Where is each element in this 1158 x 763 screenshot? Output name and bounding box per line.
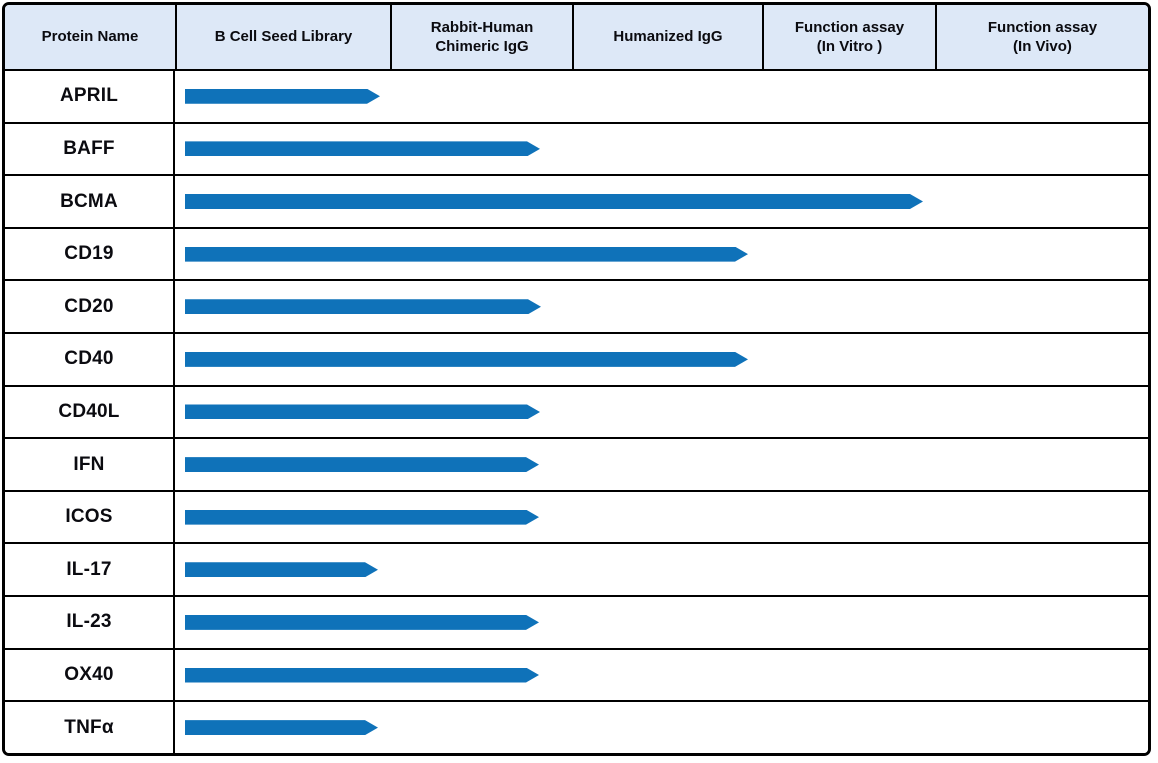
column-header-function-assay-in-vivo: Function assay (In Vivo) bbox=[935, 5, 1148, 69]
progress-arrow-bar bbox=[185, 299, 541, 314]
progress-bar-cell bbox=[175, 71, 1148, 122]
protein-name-label: CD20 bbox=[64, 295, 114, 317]
progress-arrow-bar bbox=[185, 352, 748, 367]
protein-name-label: CD19 bbox=[64, 243, 114, 265]
protein-name-label: OX40 bbox=[64, 664, 114, 685]
progress-arrow-bar bbox=[185, 141, 540, 156]
table-row: OX40 bbox=[5, 647, 1148, 701]
progress-bar-cell bbox=[175, 650, 1148, 701]
protein-name-cell: OX40 bbox=[5, 649, 175, 701]
table-row: APRIL bbox=[5, 71, 1148, 122]
table-row: CD19 bbox=[5, 226, 1148, 280]
protein-name-cell: CD40L bbox=[5, 386, 175, 438]
protein-name-cell: ICOS bbox=[5, 491, 175, 543]
protein-name-label: BCMA bbox=[60, 190, 118, 212]
progress-arrow-bar bbox=[185, 457, 539, 472]
column-header-rabbit-human-chimeric-igg: Rabbit-Human Chimeric IgG bbox=[390, 5, 572, 69]
progress-arrow-bar bbox=[185, 510, 539, 525]
progress-bar-cell bbox=[175, 439, 1148, 490]
column-header-function-assay-in-vitro: Function assay (In Vitro ) bbox=[762, 5, 935, 69]
table-row: IFN bbox=[5, 437, 1148, 490]
protein-name-cell: APRIL bbox=[5, 71, 175, 122]
progress-bar-cell bbox=[175, 387, 1148, 438]
protein-name-label: BAFF bbox=[63, 137, 115, 159]
progress-bar-cell bbox=[175, 334, 1148, 385]
column-header-b-cell-seed-library: B Cell Seed Library bbox=[175, 5, 390, 69]
progress-bar-cell bbox=[175, 229, 1148, 280]
progress-arrow-bar bbox=[185, 562, 378, 577]
progress-arrow-bar bbox=[185, 89, 380, 104]
progress-bar-cell bbox=[175, 124, 1148, 175]
protein-name-label: ICOS bbox=[65, 506, 113, 528]
protein-name-cell: CD20 bbox=[5, 281, 175, 333]
protein-name-cell: BCMA bbox=[5, 176, 175, 227]
progress-arrow-bar bbox=[185, 247, 748, 262]
progress-bar-cell bbox=[175, 702, 1148, 753]
table-row: BAFF bbox=[5, 121, 1148, 175]
table-row: ICOS bbox=[5, 489, 1148, 543]
protein-name-cell: IFN bbox=[5, 439, 175, 490]
table-body: APRIL BAFF BCMA CD19 CD20 bbox=[5, 71, 1148, 753]
progress-bar-cell bbox=[175, 597, 1148, 648]
table-row: BCMA bbox=[5, 174, 1148, 227]
progress-arrow-bar bbox=[185, 615, 539, 630]
column-header-humanized-igg: Humanized IgG bbox=[572, 5, 762, 69]
table-row: IL-17 bbox=[5, 542, 1148, 596]
table-row: CD40L bbox=[5, 384, 1148, 438]
protein-name-label: CD40 bbox=[64, 348, 114, 370]
progress-bar-cell bbox=[175, 492, 1148, 543]
protein-name-cell: IL-17 bbox=[5, 544, 175, 596]
protein-name-label: IFN bbox=[73, 453, 105, 475]
table-row: CD20 bbox=[5, 279, 1148, 333]
protein-name-label: CD40L bbox=[58, 400, 120, 422]
table-row: TNFα bbox=[5, 700, 1148, 753]
column-header-protein-name: Protein Name bbox=[41, 28, 139, 46]
protein-name-cell: IL-23 bbox=[5, 597, 175, 648]
table-row: CD40 bbox=[5, 332, 1148, 385]
protein-name-cell: CD40 bbox=[5, 334, 175, 385]
protein-name-label: IL-23 bbox=[66, 611, 112, 633]
protein-name-label: TNFα bbox=[64, 716, 114, 738]
progress-arrow-bar bbox=[185, 668, 539, 683]
progress-bar-cell bbox=[175, 176, 1148, 227]
progress-bar-cell bbox=[175, 281, 1148, 332]
progress-arrow-bar bbox=[185, 194, 923, 209]
progress-bar-cell bbox=[175, 544, 1148, 595]
table-header: Protein Name B Cell Seed Library Rabbit-… bbox=[5, 5, 1148, 71]
table-row: IL-23 bbox=[5, 595, 1148, 648]
protein-name-label: IL-17 bbox=[66, 558, 112, 580]
progress-arrow-bar bbox=[185, 404, 540, 419]
protein-name-cell: BAFF bbox=[5, 123, 175, 175]
protein-name-label: APRIL bbox=[60, 85, 118, 107]
progress-arrow-bar bbox=[185, 720, 378, 735]
protein-name-cell: CD19 bbox=[5, 228, 175, 280]
protein-name-cell: TNFα bbox=[5, 702, 175, 753]
